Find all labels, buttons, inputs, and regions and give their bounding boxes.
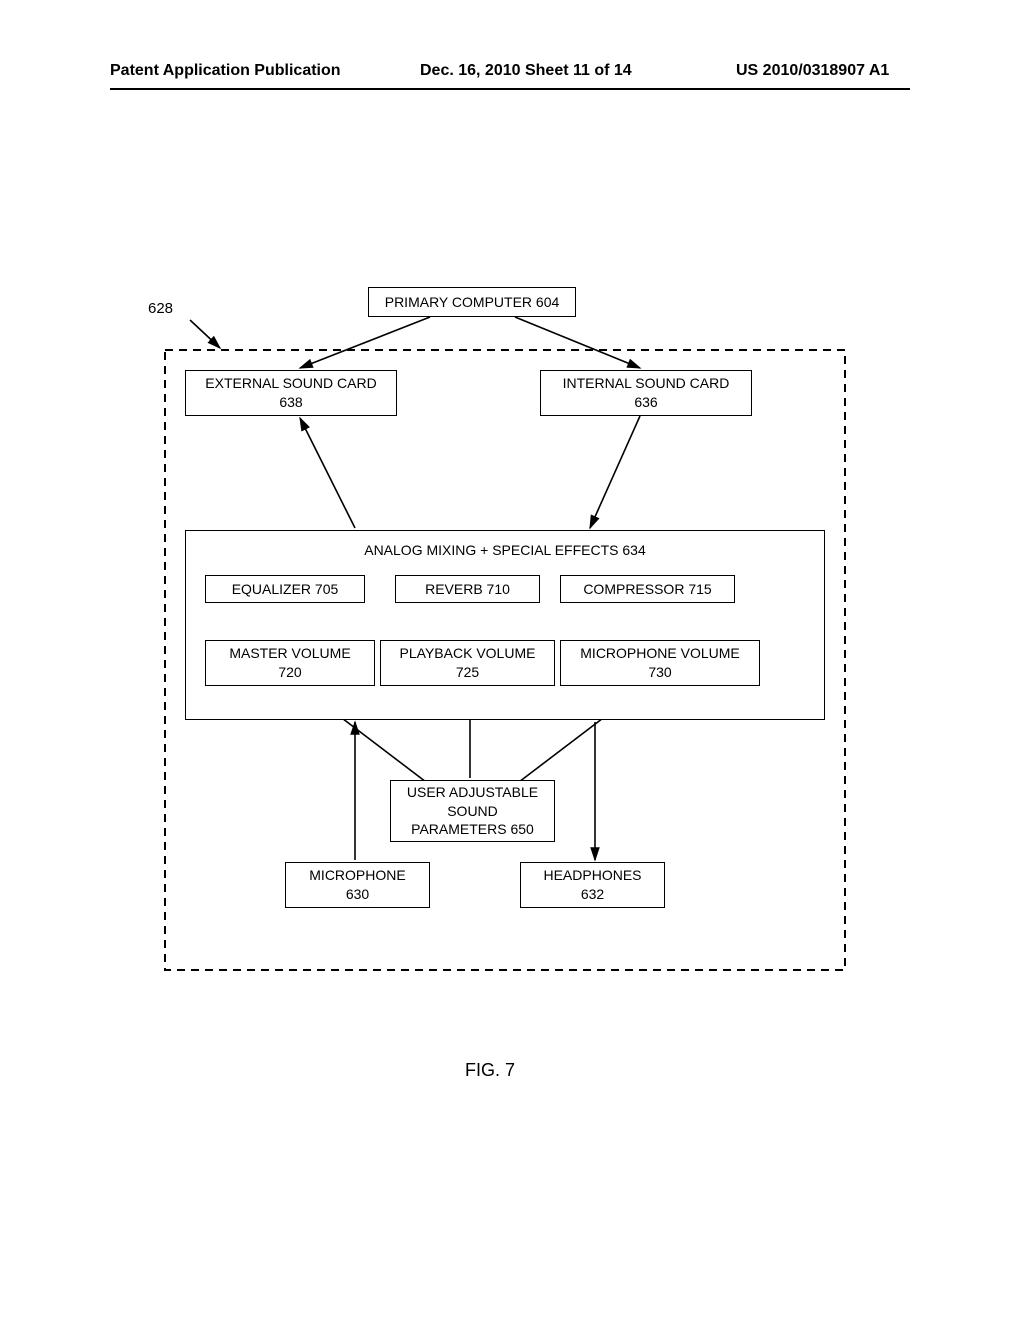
user-adjustable-box: USER ADJUSTABLE SOUND PARAMETERS 650 — [390, 780, 555, 842]
analog-mixing-title: ANALOG MIXING + SPECIAL EFFECTS 634 — [192, 541, 818, 560]
external-sound-card-line1: EXTERNAL SOUND CARD — [205, 374, 376, 393]
external-sound-card-line2: 638 — [279, 393, 302, 412]
internal-sound-card-line2: 636 — [634, 393, 657, 412]
headphones-line2: 632 — [581, 885, 604, 904]
headphones-box: HEADPHONES 632 — [520, 862, 665, 908]
user-adjustable-line3: PARAMETERS 650 — [411, 820, 534, 839]
microphone-volume-line1: MICROPHONE VOLUME — [580, 644, 739, 663]
equalizer-box: EQUALIZER 705 — [205, 575, 365, 603]
primary-computer-box: PRIMARY COMPUTER 604 — [368, 287, 576, 317]
page-root: Patent Application Publication Dec. 16, … — [0, 0, 1024, 1320]
pointer-label-628: 628 — [148, 300, 173, 317]
master-volume-box: MASTER VOLUME 720 — [205, 640, 375, 686]
master-volume-line2: 720 — [278, 663, 301, 682]
headphones-line1: HEADPHONES — [543, 866, 641, 885]
playback-volume-line2: 725 — [456, 663, 479, 682]
microphone-volume-box: MICROPHONE VOLUME 730 — [560, 640, 760, 686]
playback-volume-box: PLAYBACK VOLUME 725 — [380, 640, 555, 686]
analog-mixing-box: ANALOG MIXING + SPECIAL EFFECTS 634 — [185, 530, 825, 720]
figure-caption: FIG. 7 — [465, 1060, 515, 1081]
reverb-box: REVERB 710 — [395, 575, 540, 603]
internal-sound-card-box: INTERNAL SOUND CARD 636 — [540, 370, 752, 416]
microphone-line2: 630 — [346, 885, 369, 904]
compressor-box: COMPRESSOR 715 — [560, 575, 735, 603]
microphone-box: MICROPHONE 630 — [285, 862, 430, 908]
reverb-label: REVERB 710 — [425, 580, 510, 599]
user-adjustable-line1: USER ADJUSTABLE — [407, 783, 538, 802]
master-volume-line1: MASTER VOLUME — [229, 644, 350, 663]
equalizer-label: EQUALIZER 705 — [232, 580, 339, 599]
microphone-line1: MICROPHONE — [309, 866, 405, 885]
playback-volume-line1: PLAYBACK VOLUME — [400, 644, 536, 663]
internal-sound-card-line1: INTERNAL SOUND CARD — [563, 374, 730, 393]
primary-computer-label: PRIMARY COMPUTER 604 — [385, 293, 560, 312]
compressor-label: COMPRESSOR 715 — [583, 580, 711, 599]
external-sound-card-box: EXTERNAL SOUND CARD 638 — [185, 370, 397, 416]
user-adjustable-line2: SOUND — [447, 802, 498, 821]
microphone-volume-line2: 730 — [648, 663, 671, 682]
